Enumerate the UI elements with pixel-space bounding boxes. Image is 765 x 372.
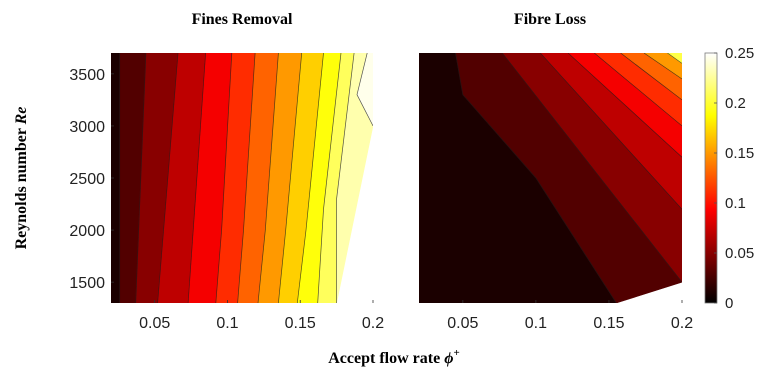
contour-line xyxy=(296,53,324,303)
colorbar-tick-label: 0.25 xyxy=(725,45,754,62)
colorbar-tick-label: 0.2 xyxy=(725,95,746,112)
x-axis-label: Accept flow rate ϕ+ xyxy=(328,347,460,367)
y-axis-label-text: Reynolds number xyxy=(13,128,30,249)
y-tick-label: 1500 xyxy=(69,275,105,292)
contour-line xyxy=(455,53,617,303)
contour-line xyxy=(317,53,342,303)
fibre-loss-contours xyxy=(455,53,682,303)
colorbar: 0 0.05 0.1 0.15 0.2 0.25 xyxy=(704,45,754,312)
contour-line xyxy=(667,53,682,64)
x-tick-label: 0.05 xyxy=(139,315,170,332)
x-tick-label: 0.05 xyxy=(447,315,478,332)
right-x-axis-ticks: 0.05 0.1 0.15 0.2 xyxy=(447,300,693,332)
x-tick-label: 0.1 xyxy=(525,315,547,332)
contour-line xyxy=(187,53,206,303)
x-tick-label: 0.1 xyxy=(216,315,238,332)
left-x-axis-ticks: 0.05 0.1 0.15 0.2 xyxy=(139,300,384,332)
left-chart-title: Fines Removal xyxy=(192,11,293,28)
x-tick-label: 0.2 xyxy=(671,315,693,332)
y-tick-label: 3500 xyxy=(69,67,105,84)
contour-line xyxy=(278,53,303,303)
contour-line xyxy=(567,53,682,158)
contour-line xyxy=(502,53,682,283)
contour-band xyxy=(111,53,120,303)
y-axis-label: Reynolds number Re xyxy=(13,107,30,250)
x-axis-label-text: Accept flow rate xyxy=(328,350,440,367)
y-axis-label-symbol: Re xyxy=(13,107,30,126)
contour-line xyxy=(643,53,682,80)
colorbar-tick-label: 0.15 xyxy=(725,145,754,162)
x-axis-label-superscript: + xyxy=(453,347,459,359)
fines-removal-contours xyxy=(119,53,373,303)
fines-removal-plot: 1500 2000 2500 3000 3500 0.05 0.1 0.15 0.2 xyxy=(69,53,384,332)
colorbar-tick-label: 0.05 xyxy=(725,245,754,262)
contour-line xyxy=(135,53,147,303)
x-tick-label: 0.15 xyxy=(593,315,624,332)
colorbar-tick-label: 0.1 xyxy=(725,195,746,212)
y-axis-ticks: 1500 2000 2500 3000 3500 xyxy=(69,67,114,292)
contour-line xyxy=(257,53,279,303)
contour-line xyxy=(356,53,373,127)
contour-line xyxy=(157,53,179,303)
fines-removal-fill xyxy=(111,53,373,303)
contour-line xyxy=(594,53,682,127)
contour-line xyxy=(215,53,233,303)
contour-line xyxy=(336,53,355,303)
x-tick-label: 0.15 xyxy=(285,315,316,332)
y-tick-label: 2000 xyxy=(69,223,105,240)
colorbar-scale xyxy=(704,52,718,304)
colorbar-tick-label: 0 xyxy=(725,295,733,312)
x-tick-label: 0.2 xyxy=(362,315,384,332)
contour-line xyxy=(620,53,682,101)
right-chart-title: Fibre Loss xyxy=(514,11,586,28)
y-tick-label: 2500 xyxy=(69,171,105,188)
colorbar-ticks: 0 0.05 0.1 0.15 0.2 0.25 xyxy=(714,45,754,312)
contour-line xyxy=(540,53,682,210)
y-tick-label: 3000 xyxy=(69,119,105,136)
contour-line xyxy=(237,53,256,303)
fibre-loss-plot: 0.05 0.1 0.15 0.2 xyxy=(419,53,693,332)
x-axis-label-symbol: ϕ xyxy=(444,350,453,367)
